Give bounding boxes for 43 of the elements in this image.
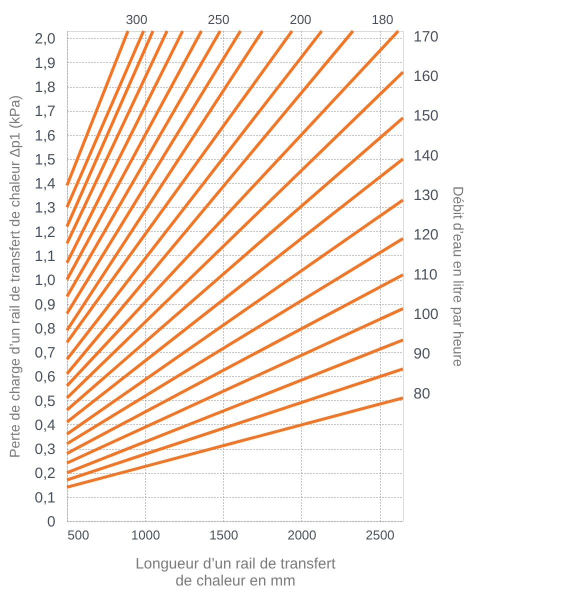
y-tick-label: 1,6 bbox=[34, 127, 56, 144]
y-tick-label: 0,2 bbox=[34, 465, 56, 482]
text: 200 bbox=[290, 12, 312, 27]
y2-tick-label: 160 bbox=[414, 68, 439, 85]
y-axis-title: Perte de charge d’un rail de transfert de chaleur Δp1 (kPa) bbox=[6, 95, 23, 458]
y2-tick-label: 130 bbox=[414, 186, 439, 204]
y2-tick-label: 150 bbox=[414, 108, 439, 125]
y-tick-label: 0,6 bbox=[34, 368, 56, 386]
y2-tick-label: 100 bbox=[414, 306, 439, 323]
y-tick-label: 1,8 bbox=[34, 79, 56, 96]
x-tick-label: 1000 bbox=[131, 528, 160, 542]
text: 180 bbox=[372, 12, 394, 27]
y-tick-label: 1,5 bbox=[34, 151, 56, 168]
x-tick-label: 2000 bbox=[287, 528, 316, 542]
y2-tick-label: 110 bbox=[414, 266, 438, 284]
y2-tick-label: 80 bbox=[414, 385, 430, 402]
y2-tick-label: 140 bbox=[414, 147, 439, 164]
y2-tick-label: 170 bbox=[414, 28, 439, 46]
y-tick-label: 1,3 bbox=[34, 200, 56, 217]
y-tick-label: 0 bbox=[47, 514, 56, 530]
y-tick-label: 0,4 bbox=[34, 416, 56, 434]
y-tick-label: 1,7 bbox=[34, 103, 56, 120]
y2-tick-label: 120 bbox=[414, 226, 439, 244]
y2-tick-label: 90 bbox=[414, 346, 430, 363]
x-axis-title: Longueur d’un rail de transfert de chaleur en mm bbox=[135, 556, 336, 590]
y-tick-label: 1,9 bbox=[34, 54, 56, 72]
y-tick-label: 0,8 bbox=[34, 320, 56, 338]
y-tick-label: 2,0 bbox=[34, 30, 56, 48]
text: 250 bbox=[208, 12, 230, 27]
y-tick-label: 1,1 bbox=[34, 248, 56, 265]
y-tick-label: 0,9 bbox=[34, 296, 56, 314]
x-tick-label: 2500 bbox=[366, 528, 395, 542]
y-tick-label: 1,0 bbox=[34, 272, 56, 290]
x-tick-label: 500 bbox=[68, 528, 90, 542]
y-tick-label: 1,2 bbox=[34, 224, 56, 241]
y-tick-label: 0,5 bbox=[34, 392, 56, 410]
y-tick-label: 0,1 bbox=[34, 489, 56, 506]
y-tick-label: 0,3 bbox=[34, 441, 56, 458]
x-tick-label: 1500 bbox=[209, 528, 238, 542]
text: 300 bbox=[126, 12, 148, 27]
y-tick-label: 0,7 bbox=[34, 344, 56, 362]
y2-axis-title: Débit d’eau en litre par heure bbox=[450, 186, 467, 367]
y-tick-label: 1,4 bbox=[34, 176, 56, 193]
